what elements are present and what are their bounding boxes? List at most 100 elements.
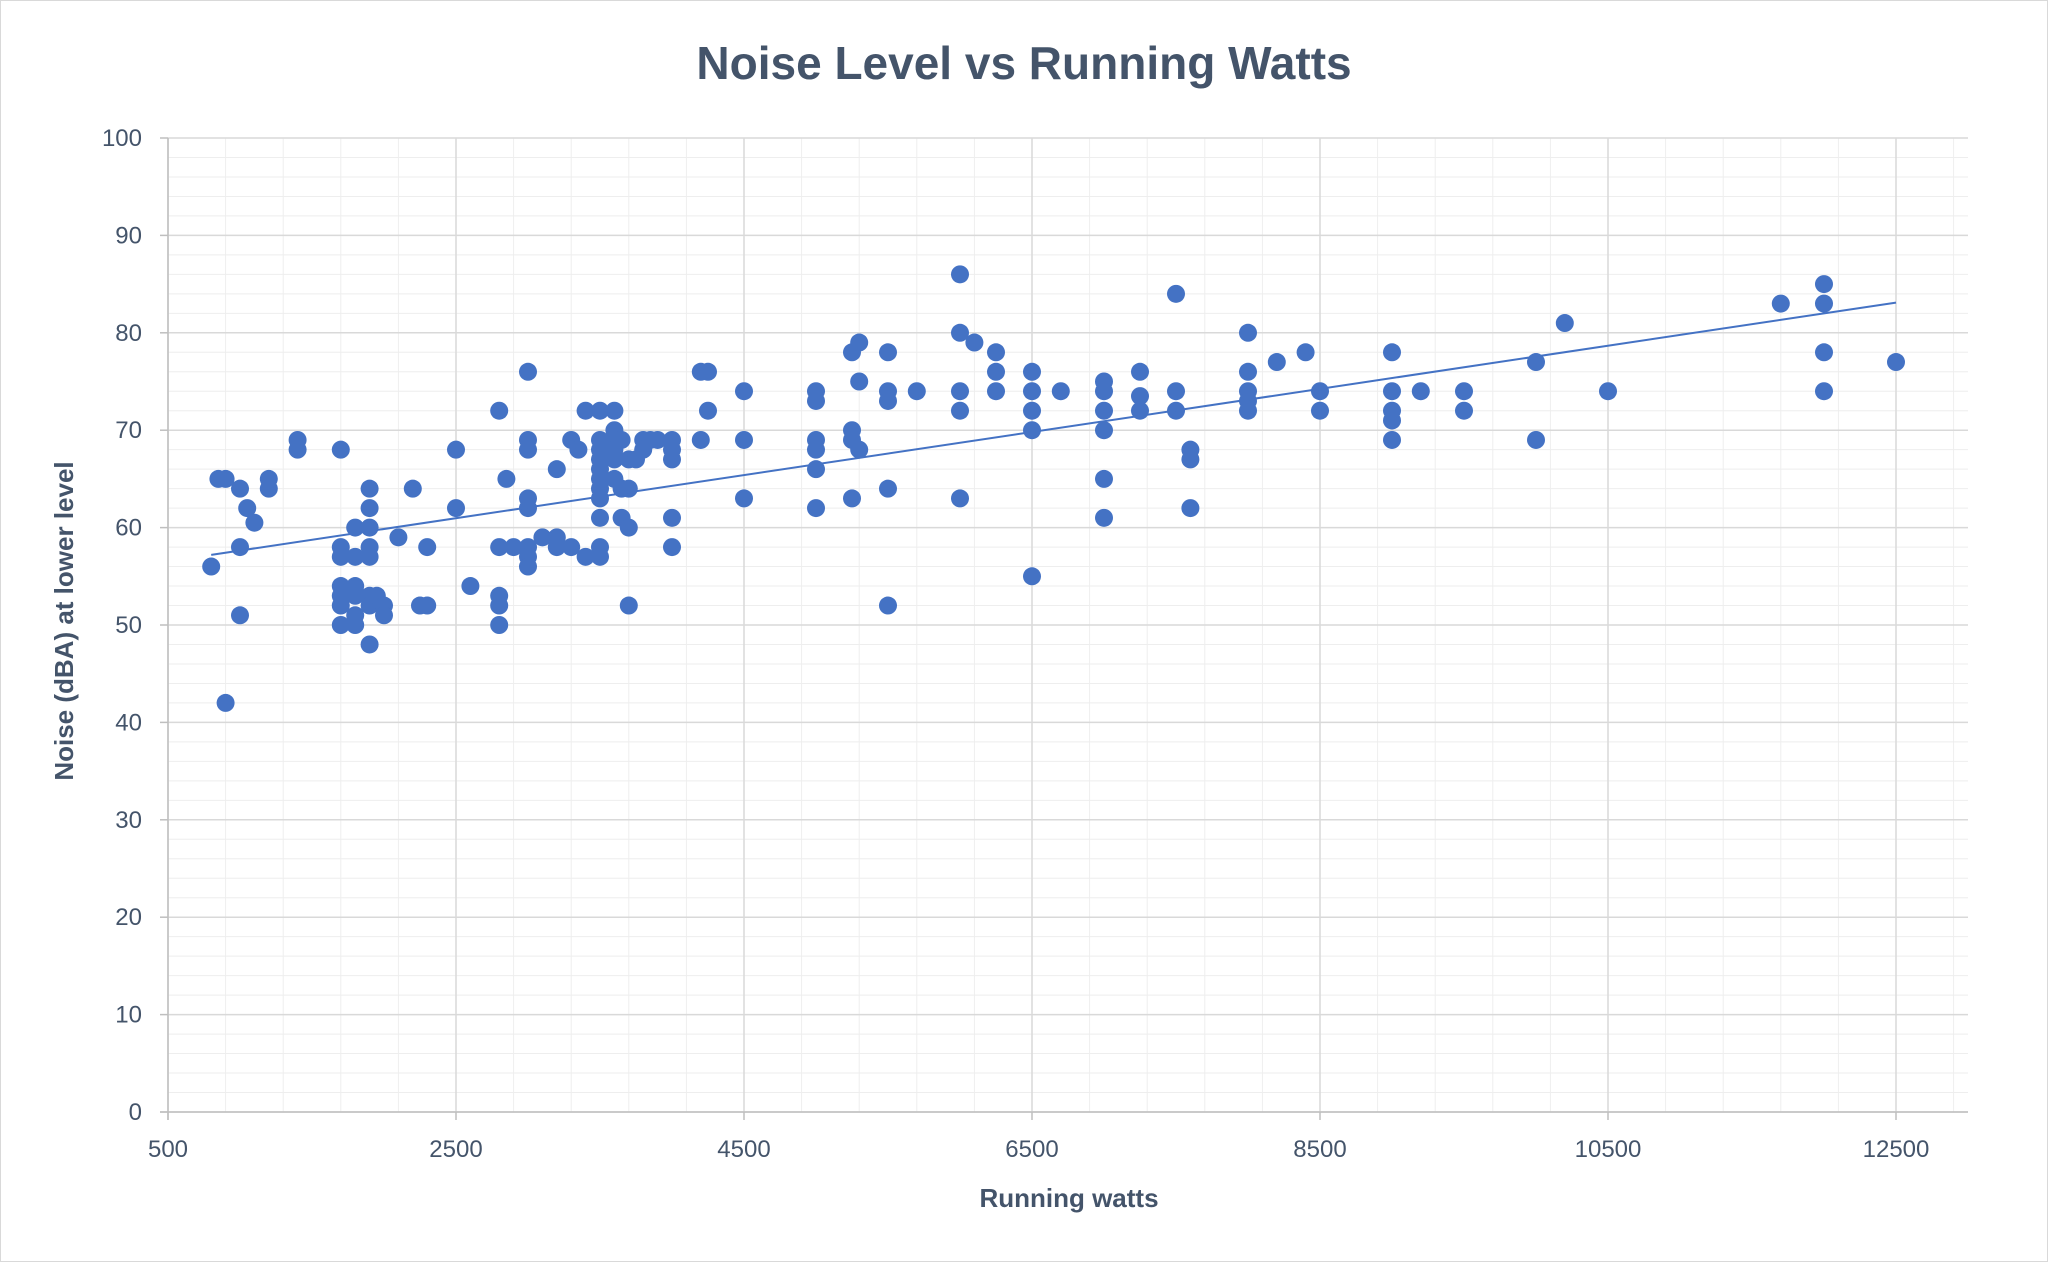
x-tick-label: 12500 <box>1863 1136 1930 1163</box>
data-point <box>238 499 257 518</box>
data-point <box>612 430 631 449</box>
data-point <box>987 382 1005 401</box>
data-point <box>951 265 969 284</box>
data-point <box>1267 353 1286 372</box>
x-tick-label: 6500 <box>1005 1136 1058 1163</box>
data-point <box>1383 430 1401 449</box>
data-point <box>907 382 926 401</box>
y-tick-label: 20 <box>115 904 142 931</box>
data-point <box>547 538 566 557</box>
data-point <box>987 362 1005 381</box>
y-tick-label: 70 <box>115 417 142 444</box>
data-point <box>843 489 861 508</box>
data-point <box>490 596 509 615</box>
data-point <box>331 440 350 459</box>
data-point <box>1815 294 1833 313</box>
data-point <box>490 538 509 557</box>
data-point <box>1095 469 1113 488</box>
x-tick-label: 2500 <box>429 1136 482 1163</box>
data-point <box>519 440 537 459</box>
data-point <box>1181 450 1200 469</box>
data-point <box>1383 382 1401 401</box>
data-point <box>1296 343 1315 362</box>
y-tick-label: 10 <box>115 1002 142 1029</box>
data-point <box>490 401 509 420</box>
data-point <box>216 693 235 712</box>
data-point <box>346 616 365 634</box>
data-point <box>1311 401 1329 420</box>
data-point <box>576 547 595 566</box>
data-point <box>879 479 897 498</box>
axes <box>160 137 1968 1120</box>
data-point <box>591 508 609 527</box>
data-point <box>1131 387 1149 406</box>
data-point <box>1095 382 1113 401</box>
data-point <box>447 499 465 518</box>
data-point <box>1051 382 1070 401</box>
data-point <box>1815 275 1833 294</box>
data-point <box>360 547 379 566</box>
data-point <box>850 372 869 391</box>
data-point <box>1239 401 1257 420</box>
x-tick-label: 10500 <box>1575 1136 1642 1163</box>
data-point <box>951 489 969 508</box>
x-tick-label: 500 <box>148 1136 188 1163</box>
data-point <box>951 382 969 401</box>
data-point <box>216 469 235 488</box>
data-point <box>807 391 825 410</box>
data-point <box>807 499 825 518</box>
data-point <box>418 538 437 557</box>
data-point <box>1815 343 1833 362</box>
x-tick-label: 8500 <box>1293 1136 1346 1163</box>
data-point <box>360 635 379 654</box>
data-point <box>1599 382 1617 401</box>
data-point <box>1023 362 1041 381</box>
data-point <box>504 538 523 557</box>
data-point <box>699 401 717 420</box>
data-point <box>879 343 897 362</box>
data-point <box>735 382 753 401</box>
data-point <box>879 596 897 615</box>
data-point <box>375 606 393 625</box>
data-point <box>497 469 516 488</box>
data-point <box>1023 567 1041 586</box>
trendline <box>211 301 1897 556</box>
y-tick-label: 100 <box>102 125 142 152</box>
data-point <box>346 586 365 605</box>
data-point <box>663 508 681 527</box>
data-point <box>461 577 480 596</box>
data-point <box>1555 314 1574 333</box>
data-point <box>1095 421 1113 440</box>
data-point <box>850 333 869 352</box>
data-point <box>605 450 624 469</box>
data-point <box>231 606 249 625</box>
data-point <box>735 430 753 449</box>
y-tick-label: 50 <box>115 612 142 639</box>
trendline-group <box>211 301 1897 556</box>
data-point <box>576 401 595 420</box>
y-tick-label: 80 <box>115 320 142 347</box>
data-point <box>288 440 307 459</box>
data-point <box>1131 362 1149 381</box>
data-point <box>389 528 408 547</box>
data-point <box>331 547 350 566</box>
gridlines <box>167 137 1968 1113</box>
data-points <box>202 265 1905 712</box>
data-point <box>1095 401 1113 420</box>
x-tick-label: 4500 <box>717 1136 770 1163</box>
data-point <box>1167 382 1185 401</box>
data-point <box>1771 294 1790 313</box>
data-point <box>619 479 638 498</box>
y-axis-title: Noise (dBA) at lower level <box>49 461 79 780</box>
y-tick-label: 0 <box>129 1099 142 1126</box>
y-tick-label: 30 <box>115 807 142 834</box>
data-point <box>331 616 350 634</box>
y-tick-label: 40 <box>115 709 142 736</box>
data-point <box>648 430 667 449</box>
data-point <box>1411 382 1430 401</box>
data-point <box>360 499 379 518</box>
data-point <box>1023 382 1041 401</box>
tick-labels: 500 2500 4500 6500 8500 10500 12500 0 10 20 30 40 50… <box>102 125 1929 1163</box>
